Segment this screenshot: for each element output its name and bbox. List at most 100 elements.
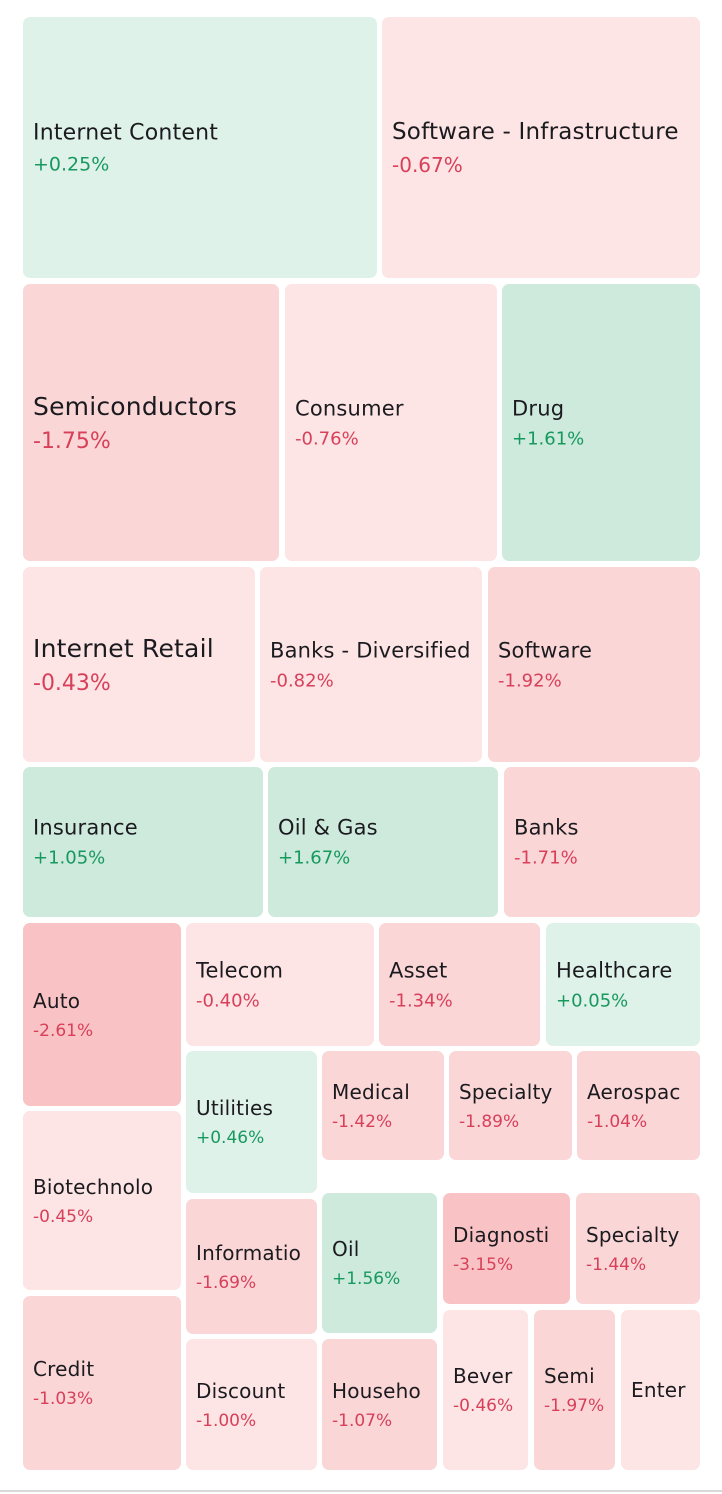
tile-content: Healthcare +0.05%: [556, 958, 698, 1011]
tile-change-value: -1.69%: [196, 1272, 257, 1293]
tile-content: Banks - Diversified -0.82%: [270, 638, 480, 691]
tile-label: Insurance: [33, 815, 138, 840]
tile-content: Specialty -1.89%: [459, 1080, 570, 1132]
treemap-tile-aerospace[interactable]: Aerospac -1.04%: [577, 1051, 700, 1160]
tile-change-value: -0.40%: [196, 990, 260, 1011]
treemap-tile-information[interactable]: Informatio -1.69%: [186, 1199, 317, 1334]
tile-change-value: +1.61%: [512, 428, 585, 449]
tile-label: Software: [498, 638, 593, 662]
tile-change-value: -3.15%: [453, 1254, 514, 1275]
tile-label: Specialty: [459, 1079, 553, 1104]
tile-content: Discount -1.00%: [196, 1379, 315, 1431]
treemap-tile-asset[interactable]: Asset -1.34%: [379, 923, 540, 1046]
tile-content: Specialty -1.44%: [586, 1223, 698, 1275]
tile-label: Credit: [33, 1357, 95, 1381]
tile-change-value: -1.03%: [33, 1389, 94, 1409]
treemap-tile-software[interactable]: Software -1.92%: [488, 567, 700, 762]
treemap-tile-internet-retail[interactable]: Internet Retail -0.43%: [23, 567, 255, 762]
tile-content: Diagnosti -3.15%: [453, 1223, 568, 1275]
tile-change-value: -1.71%: [514, 847, 578, 869]
treemap-tile-oil[interactable]: Oil +1.56%: [322, 1193, 437, 1333]
tile-change-value: +1.56%: [332, 1269, 401, 1289]
tile-content: Auto -2.61%: [33, 989, 179, 1041]
tile-change-value: -0.67%: [392, 152, 463, 177]
tile-change-value: +1.67%: [278, 847, 351, 869]
treemap-tile-telecom[interactable]: Telecom -0.40%: [186, 923, 374, 1046]
tile-label: Specialty: [586, 1222, 680, 1247]
treemap-tile-drug[interactable]: Drug +1.61%: [502, 284, 700, 561]
tile-label: Banks: [514, 815, 579, 840]
tile-content: Aerospac -1.04%: [587, 1080, 698, 1132]
tile-label: Biotechnolo: [33, 1174, 154, 1199]
tile-label: Aerospac: [587, 1079, 681, 1104]
tile-content: Oil +1.56%: [332, 1237, 435, 1289]
tile-content: Internet Content +0.25%: [33, 120, 375, 175]
tile-content: Consumer -0.76%: [295, 396, 495, 449]
tile-content: Software -1.92%: [498, 638, 698, 691]
tile-change-value: +0.25%: [33, 153, 110, 175]
treemap-tile-diagnostics[interactable]: Diagnosti -3.15%: [443, 1193, 570, 1304]
tile-change-value: -1.42%: [332, 1111, 393, 1132]
treemap-tile-specialty-2[interactable]: Specialty -1.44%: [576, 1193, 700, 1304]
tile-label: Consumer: [295, 396, 404, 420]
tile-content: Biotechnolo -0.45%: [33, 1175, 179, 1227]
treemap-tile-consumer[interactable]: Consumer -0.76%: [285, 284, 497, 561]
tile-change-value: -1.00%: [196, 1410, 257, 1431]
tile-change-value: +0.05%: [556, 990, 629, 1011]
tile-content: Insurance +1.05%: [33, 816, 261, 869]
treemap-tile-software-infrastructure[interactable]: Software - Infrastructure -0.67%: [382, 17, 700, 278]
treemap-tile-internet-content[interactable]: Internet Content +0.25%: [23, 17, 377, 278]
tile-change-value: +1.05%: [33, 847, 106, 869]
treemap-tile-banks-diversified[interactable]: Banks - Diversified -0.82%: [260, 567, 482, 762]
tile-change-value: -1.92%: [498, 670, 562, 691]
tile-content: Medical -1.42%: [332, 1080, 442, 1132]
treemap-tile-healthcare[interactable]: Healthcare +0.05%: [546, 923, 700, 1046]
treemap-tile-insurance[interactable]: Insurance +1.05%: [23, 767, 263, 917]
tile-content: Semi -1.97%: [544, 1364, 613, 1416]
treemap-tile-utilities[interactable]: Utilities +0.46%: [186, 1051, 317, 1193]
tile-change-value: -0.82%: [270, 670, 334, 691]
treemap-tile-banks[interactable]: Banks -1.71%: [504, 767, 700, 917]
tile-label: Drug: [512, 396, 565, 420]
tile-change-value: -0.76%: [295, 428, 359, 449]
treemap-tile-beverages[interactable]: Bever -0.46%: [443, 1310, 528, 1470]
tile-content: Internet Retail -0.43%: [33, 634, 253, 696]
tile-content: Bever -0.46%: [453, 1364, 526, 1416]
treemap-tile-specialty-1[interactable]: Specialty -1.89%: [449, 1051, 572, 1160]
tile-content: Oil & Gas +1.67%: [278, 816, 496, 869]
tile-label: Auto: [33, 988, 81, 1013]
tile-label: Banks - Diversified: [270, 638, 471, 662]
tile-label: Informatio: [196, 1240, 302, 1265]
tile-change-value: +0.46%: [196, 1128, 265, 1148]
tile-label: Diagnosti: [453, 1222, 550, 1247]
tile-change-value: -1.89%: [459, 1111, 520, 1132]
treemap-tile-biotechnology[interactable]: Biotechnolo -0.45%: [23, 1111, 181, 1290]
tile-content: Credit -1.03%: [33, 1357, 179, 1409]
tile-change-value: -0.46%: [453, 1396, 514, 1416]
tile-change-value: -0.43%: [33, 670, 111, 696]
treemap-tile-semiconductors[interactable]: Semiconductors -1.75%: [23, 284, 279, 561]
tile-change-value: -1.44%: [586, 1254, 647, 1275]
tile-label: Software - Infrastructure: [392, 118, 679, 145]
tile-content: Asset -1.34%: [389, 958, 538, 1011]
tile-change-value: -1.97%: [544, 1396, 605, 1416]
treemap-tile-medical[interactable]: Medical -1.42%: [322, 1051, 444, 1160]
tile-label: Telecom: [196, 958, 284, 982]
bottom-divider: [0, 1490, 722, 1492]
treemap-tile-entertainment[interactable]: Enter: [621, 1310, 700, 1470]
tile-label: Oil & Gas: [278, 815, 378, 840]
tile-change-value: -1.75%: [33, 428, 111, 454]
treemap-tile-discount[interactable]: Discount -1.00%: [186, 1339, 317, 1470]
tile-label: Internet Retail: [33, 633, 214, 663]
tile-label: Internet Content: [33, 120, 219, 145]
treemap-tile-semi[interactable]: Semi -1.97%: [534, 1310, 615, 1470]
tile-content: Telecom -0.40%: [196, 958, 372, 1011]
treemap-tile-oil-and-gas[interactable]: Oil & Gas +1.67%: [268, 767, 498, 917]
treemap-tile-auto[interactable]: Auto -2.61%: [23, 923, 181, 1106]
tile-label: Househo: [332, 1378, 421, 1403]
tile-label: Healthcare: [556, 958, 673, 982]
treemap-tile-household[interactable]: Househo -1.07%: [322, 1339, 437, 1470]
tile-label: Discount: [196, 1378, 286, 1403]
treemap-tile-credit[interactable]: Credit -1.03%: [23, 1296, 181, 1470]
